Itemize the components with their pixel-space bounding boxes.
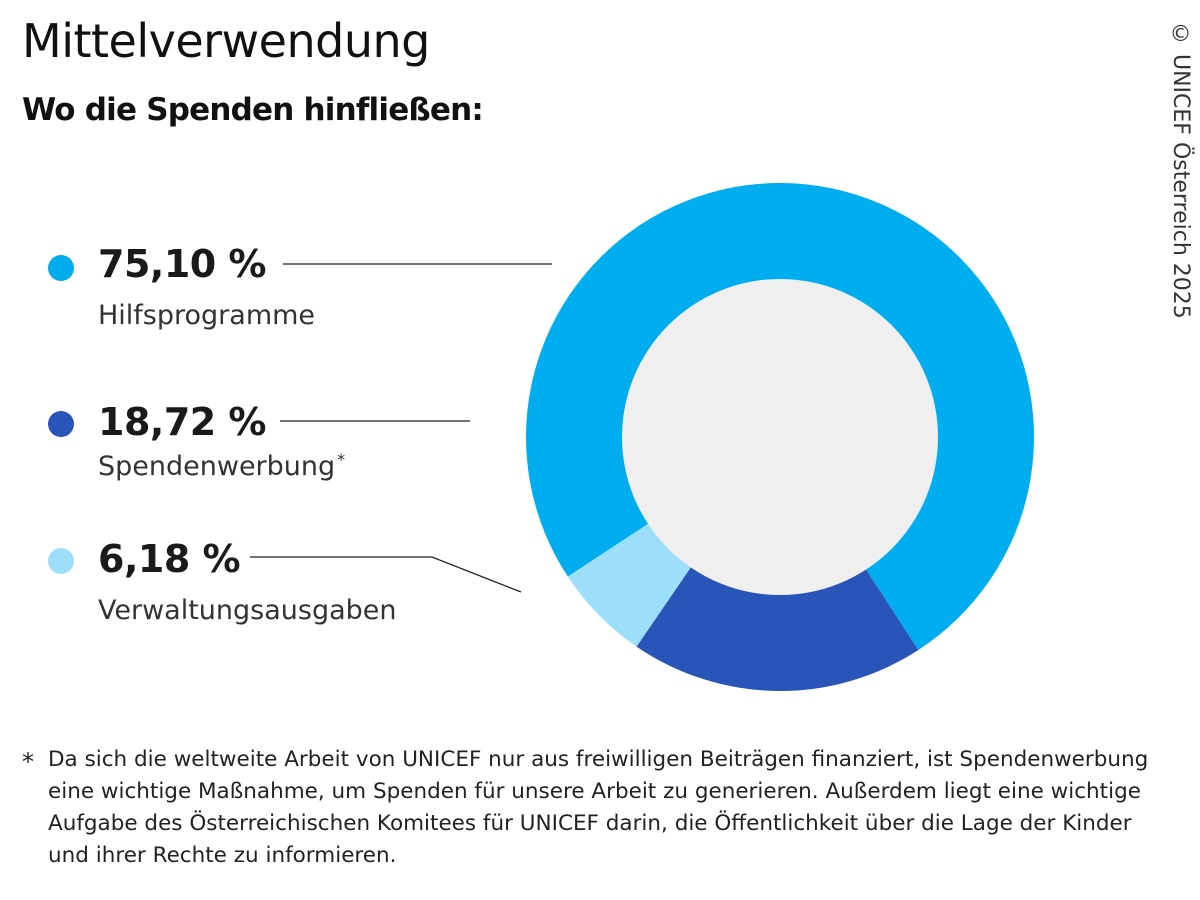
legend-label: Hilfsprogramme xyxy=(98,300,316,331)
copyright-notice: © UNICEF Österreich 2025 xyxy=(1168,22,1193,319)
legend-dot xyxy=(48,411,74,437)
footnote-star: * xyxy=(22,748,34,776)
legend-value: 6,18 % xyxy=(98,537,241,581)
legend-label-text: Spendenwerbung xyxy=(98,451,336,482)
legend-value: 75,10 % xyxy=(98,242,267,286)
leader-lines xyxy=(250,263,552,593)
legend-value: 18,72 % xyxy=(98,400,267,444)
page-subtitle: Wo die Spenden hinfließen: xyxy=(22,92,484,128)
legend-label: Spendenwerbung * xyxy=(98,450,345,482)
page-title: Mittelverwendung xyxy=(22,14,430,68)
legend-dot xyxy=(48,548,74,574)
legend-label: Verwaltungsausgaben xyxy=(98,595,397,626)
legend-dot xyxy=(48,255,74,281)
leader-line-verwaltungsausgaben xyxy=(250,556,522,593)
donut-center xyxy=(622,279,938,595)
footnote-text: Da sich die weltweite Arbeit von UNICEF … xyxy=(48,747,1149,868)
footnote-marker: * xyxy=(337,450,346,469)
